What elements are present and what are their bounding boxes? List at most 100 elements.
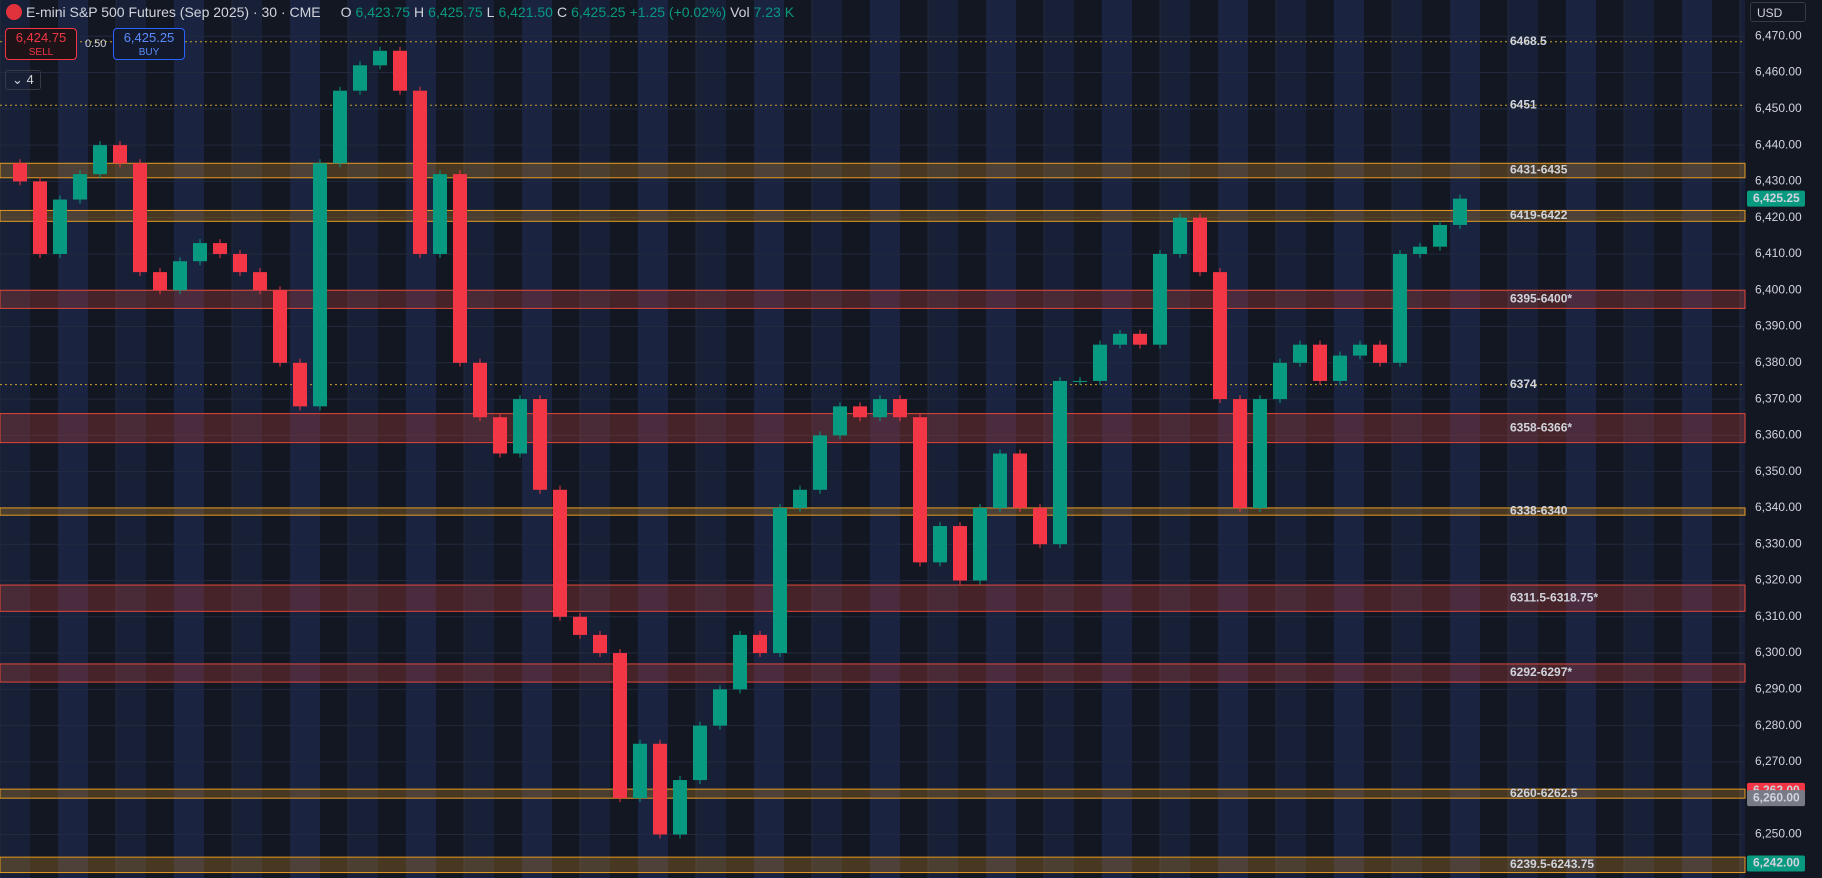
- candle: [73, 174, 87, 200]
- zone: [0, 663, 1746, 683]
- candle: [433, 174, 447, 254]
- candle: [173, 261, 187, 291]
- indicators-toggle[interactable]: ⌄ 4: [5, 70, 41, 90]
- header: E-mini S&P 500 Futures (Sep 2025) · 30 ·…: [0, 0, 794, 24]
- candle: [393, 50, 407, 91]
- h: 6,425.75: [428, 4, 483, 20]
- candle: [873, 399, 887, 418]
- level-label: 6239.5-6243.75: [1510, 857, 1594, 871]
- l-label: L: [486, 4, 495, 20]
- buy-price: 6,425.25: [123, 30, 175, 45]
- candle: [1213, 272, 1227, 400]
- currency[interactable]: USD: [1750, 2, 1806, 22]
- y-tick-label: 6,350.00: [1755, 464, 1802, 478]
- candle: [193, 243, 207, 262]
- price-tag: [1747, 855, 1805, 872]
- level-label: 6260-6262.5: [1510, 786, 1578, 800]
- session-band: [1392, 0, 1422, 878]
- level-label: 6358-6366*: [1510, 420, 1572, 434]
- y-tick-label: 6,440.00: [1755, 137, 1802, 151]
- candle: [293, 362, 307, 407]
- session-band: [1682, 0, 1712, 878]
- candle: [213, 243, 227, 254]
- level-label: 6431-6435: [1510, 163, 1568, 177]
- zone: [0, 856, 1746, 874]
- candle: [1453, 198, 1467, 225]
- candle: [1253, 399, 1267, 508]
- candle: [973, 507, 987, 581]
- y-tick-label: 6,300.00: [1755, 645, 1802, 659]
- candle: [533, 399, 547, 490]
- sell-button[interactable]: 6,424.75 SELL: [5, 28, 77, 60]
- candle: [1393, 253, 1407, 363]
- candle: [333, 90, 347, 164]
- zone: [0, 289, 1746, 309]
- session-band: [348, 0, 378, 878]
- candle: [1153, 253, 1167, 345]
- candle: [1353, 344, 1367, 356]
- session-band: [1566, 0, 1596, 878]
- candle: [673, 780, 687, 835]
- session-band: [1160, 0, 1190, 878]
- y-tick-label: 6,310.00: [1755, 609, 1802, 623]
- candle: [313, 163, 327, 407]
- candle: [253, 272, 267, 291]
- sell-label: SELL: [28, 47, 54, 58]
- candle: [113, 145, 127, 164]
- candle: [1173, 217, 1187, 254]
- candle: [1073, 380, 1087, 382]
- y-tick-label: 6,450.00: [1755, 101, 1802, 115]
- zone: [0, 788, 1746, 799]
- session-band: [464, 0, 494, 878]
- y-tick-label: 6,390.00: [1755, 319, 1802, 333]
- candle: [13, 163, 27, 182]
- y-tick-label: 6,370.00: [1755, 391, 1802, 405]
- candle: [1373, 344, 1387, 363]
- candle: [473, 362, 487, 418]
- y-tick-label: 6,280.00: [1755, 718, 1802, 732]
- candle: [793, 489, 807, 508]
- candle: [733, 634, 747, 690]
- candle: [493, 417, 507, 454]
- candle: [153, 272, 167, 291]
- y-tick-label: 6,340.00: [1755, 500, 1802, 514]
- candle: [1053, 380, 1067, 545]
- session-band: [0, 0, 30, 878]
- c: 6,425.25: [571, 4, 626, 20]
- session-band: [1276, 0, 1306, 878]
- level-label: 6468.5: [1510, 34, 1547, 48]
- zone: [0, 584, 1746, 612]
- session-band: [870, 0, 900, 878]
- o: 6,423.75: [355, 4, 411, 20]
- candle: [1033, 507, 1047, 545]
- y-tick-label: 6,420.00: [1755, 210, 1802, 224]
- candle: [593, 634, 607, 654]
- l: 6,421.50: [498, 4, 553, 20]
- candle: [953, 526, 967, 581]
- candle: [573, 616, 587, 635]
- session-band: [1624, 0, 1654, 878]
- candle: [753, 634, 767, 654]
- candle: [373, 50, 387, 66]
- candle: [1133, 333, 1147, 345]
- level-label: 6395-6400*: [1510, 291, 1572, 305]
- symbol[interactable]: E-mini S&P 500 Futures (Sep 2025) · 30 ·…: [26, 4, 321, 20]
- y-tick-label: 6,320.00: [1755, 573, 1802, 587]
- c-label: C: [556, 4, 568, 20]
- y-tick-label: 6,250.00: [1755, 827, 1802, 841]
- session-band: [1102, 0, 1132, 878]
- session-band: [232, 0, 262, 878]
- logo: [6, 4, 22, 20]
- candle: [233, 253, 247, 273]
- candle: [1313, 344, 1327, 381]
- vol: 7.23 K: [753, 4, 795, 20]
- price-tag-label: 6,242.00: [1753, 856, 1800, 870]
- buy-button[interactable]: 6,425.25 BUY: [113, 28, 185, 60]
- zone: [0, 162, 1746, 179]
- session-band: [1450, 0, 1480, 878]
- y-tick-label: 6,460.00: [1755, 65, 1802, 79]
- candle: [813, 435, 827, 490]
- candle: [993, 453, 1007, 508]
- y-tick-label: 6,400.00: [1755, 282, 1802, 296]
